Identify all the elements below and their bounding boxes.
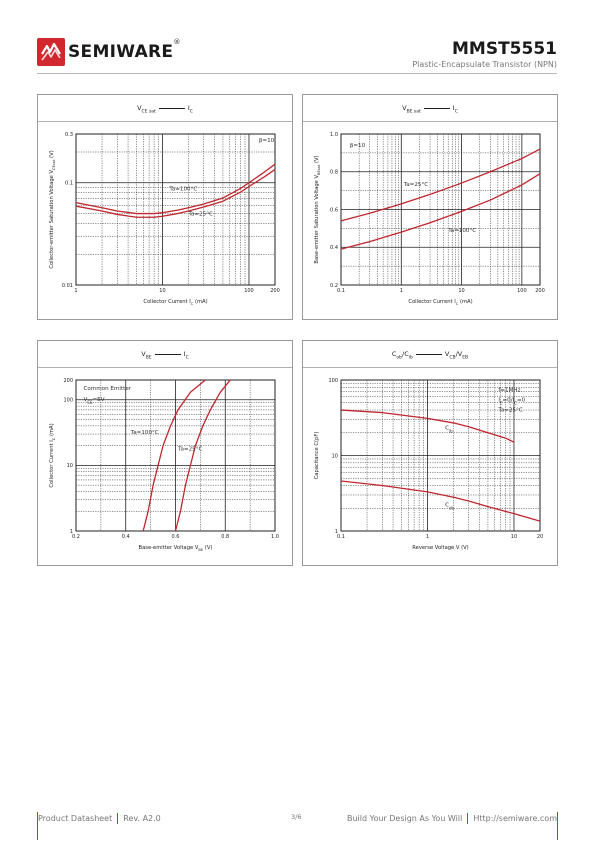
chart-annotation-0: β=10 xyxy=(259,138,275,144)
series-line-0 xyxy=(340,148,541,222)
y-tick-label: 0.01 xyxy=(62,283,73,289)
x-tick-label: 0.6 xyxy=(172,534,180,540)
x-tick-label: 10 xyxy=(159,288,165,294)
x-axis-label: Collector Current IC (mA) xyxy=(408,299,472,306)
y-tick-label: 100 xyxy=(328,378,338,384)
chart-annotation-0: β=10 xyxy=(350,143,366,149)
plot-frame xyxy=(75,133,276,286)
x-tick-label: 100 xyxy=(517,288,527,294)
x-tick-label: 0.4 xyxy=(122,534,130,540)
grid xyxy=(341,380,540,531)
chart-annotation-0: f=1MHz xyxy=(498,388,520,394)
x-axis-label: Collector Current IC (mA) xyxy=(143,299,207,306)
y-axis-label: Collector-emitter Saturation Voltage VCE… xyxy=(49,150,56,268)
chart-title: VCE sat IC xyxy=(38,95,292,122)
y-tick-label: 100 xyxy=(63,398,73,404)
x-axis-label: Base-emitter Voltage VBE (V) xyxy=(139,545,213,552)
x-tick-label: 20 xyxy=(537,534,543,540)
series-line-0 xyxy=(340,409,515,443)
footer-left-tick xyxy=(37,812,38,840)
grid xyxy=(76,134,275,285)
x-tick-label: 100 xyxy=(244,288,254,294)
y-axis-label: Collector Current IC (mA) xyxy=(49,423,56,487)
chart-title: VBE IC xyxy=(38,341,292,368)
series-label-1: Ta=100°C xyxy=(447,228,476,234)
grid xyxy=(341,134,540,285)
y-tick-label: 10 xyxy=(67,463,73,469)
series-label-0: Ta=100°C xyxy=(130,430,159,436)
series-line-1 xyxy=(340,480,541,522)
x-tick-label: 10 xyxy=(458,288,464,294)
y-tick-label: 0.3 xyxy=(65,132,73,138)
x-tick-label: 1 xyxy=(426,534,429,540)
x-tick-label: 1.0 xyxy=(271,534,279,540)
series-line-0 xyxy=(75,163,276,215)
series-line-0 xyxy=(142,379,206,532)
footer-doc-type: Product Datasheet xyxy=(38,814,113,823)
part-number: MMST5551 xyxy=(452,39,557,59)
x-tick-label: 1 xyxy=(400,288,403,294)
series-label-0: Ta=25°C xyxy=(403,182,429,188)
brand-name: SEMIWARE® xyxy=(68,38,181,62)
series-label-1: Ta=25°C xyxy=(188,211,214,217)
chart-annotation-1: IE=0/IC=0 xyxy=(498,397,525,405)
chart-annotation-1: VCE=5V xyxy=(83,397,104,405)
y-tick-label: 1.0 xyxy=(330,132,338,138)
plot-frame xyxy=(340,379,541,532)
footer-left: Product Datasheet Rev. A2.0 xyxy=(38,813,161,824)
series-line-1 xyxy=(174,379,231,532)
x-tick-label: 0.2 xyxy=(72,534,80,540)
x-axis-label: Reverse Voltage V (V) xyxy=(412,545,468,551)
part-description: Plastic-Encapsulate Transistor (NPN) xyxy=(412,60,557,69)
y-tick-label: 0.8 xyxy=(330,170,338,176)
y-axis-label: Base-emitter Saturation Voltage VBEsat (… xyxy=(314,155,321,263)
chart-panel-vbesat: VBE sat IC 0.1 1 10 100 200 0.2 0.4 0.6 0.8 1.0 Col… xyxy=(302,94,558,320)
y-tick-label: 200 xyxy=(63,378,73,384)
chart-panel-vcesat: VCE sat IC 1 10 100 200 0.01 0.1 0.3 Collector C… xyxy=(37,94,293,320)
series-label-0: Cib xyxy=(445,426,453,434)
y-tick-label: 1 xyxy=(335,529,338,535)
grid xyxy=(76,380,275,531)
chart-panel-vbe: VBE IC 0.2 0.4 0.6 0.8 1.0 1 10 100 200 Base-emitt… xyxy=(37,340,293,566)
y-tick-label: 1 xyxy=(70,529,73,535)
series-label-0: Ta=100°C xyxy=(168,187,197,193)
x-tick-label: 200 xyxy=(535,288,545,294)
chart-plot: 0.2 0.4 0.6 0.8 1.0 1 10 100 200 Base-emitter Vol… xyxy=(49,378,279,552)
chart-title: Cob/Cib VCB/VEB xyxy=(303,341,557,368)
x-tick-label: 0.1 xyxy=(337,534,345,540)
series-line-1 xyxy=(340,173,541,250)
y-tick-label: 0.6 xyxy=(330,207,338,213)
series-line-1 xyxy=(75,168,276,218)
x-tick-label: 10 xyxy=(511,534,517,540)
x-tick-label: 1 xyxy=(74,288,77,294)
chart-annotation-0: Common Emitter xyxy=(83,386,131,392)
series-label-1: Cob xyxy=(445,503,454,511)
y-axis-label: Capacitance C(pF) xyxy=(314,432,320,480)
footer-page-number: 3/6 xyxy=(291,813,302,821)
chart-title: VBE sat IC xyxy=(303,95,557,122)
header-divider xyxy=(37,73,557,74)
footer-website-link[interactable]: Http://semiware.com xyxy=(473,814,557,823)
x-tick-label: 0.8 xyxy=(221,534,229,540)
series-label-1: Ta=25°C xyxy=(177,446,203,452)
chart-plot: 1 10 100 200 0.01 0.1 0.3 Collector Current IC … xyxy=(49,132,280,306)
chart-plot: 0.1 1 10 100 200 0.2 0.4 0.6 0.8 1.0 Collector Cur… xyxy=(314,132,545,306)
footer-tagline: Build Your Design As You Will xyxy=(347,814,463,823)
footer-revision: Rev. A2.0 xyxy=(123,814,161,823)
y-tick-label: 0.1 xyxy=(65,181,73,187)
y-tick-label: 10 xyxy=(332,453,338,459)
footer-right: Build Your Design As You Will Http://semi… xyxy=(347,813,557,824)
registered-mark: ® xyxy=(173,38,181,46)
semiware-logo-icon xyxy=(37,38,65,66)
footer-right-tick xyxy=(557,812,558,840)
plot-frame xyxy=(340,133,541,286)
y-tick-label: 0.2 xyxy=(330,283,338,289)
chart-panel-capacitance: Cob/Cib VCB/VEB 0.1 1 10 20 1 10 100 Reverse Vol… xyxy=(302,340,558,566)
chart-annotation-2: Ta=25°C xyxy=(497,408,523,414)
x-tick-label: 0.1 xyxy=(337,288,345,294)
y-tick-label: 0.4 xyxy=(330,245,338,251)
x-tick-label: 200 xyxy=(270,288,280,294)
